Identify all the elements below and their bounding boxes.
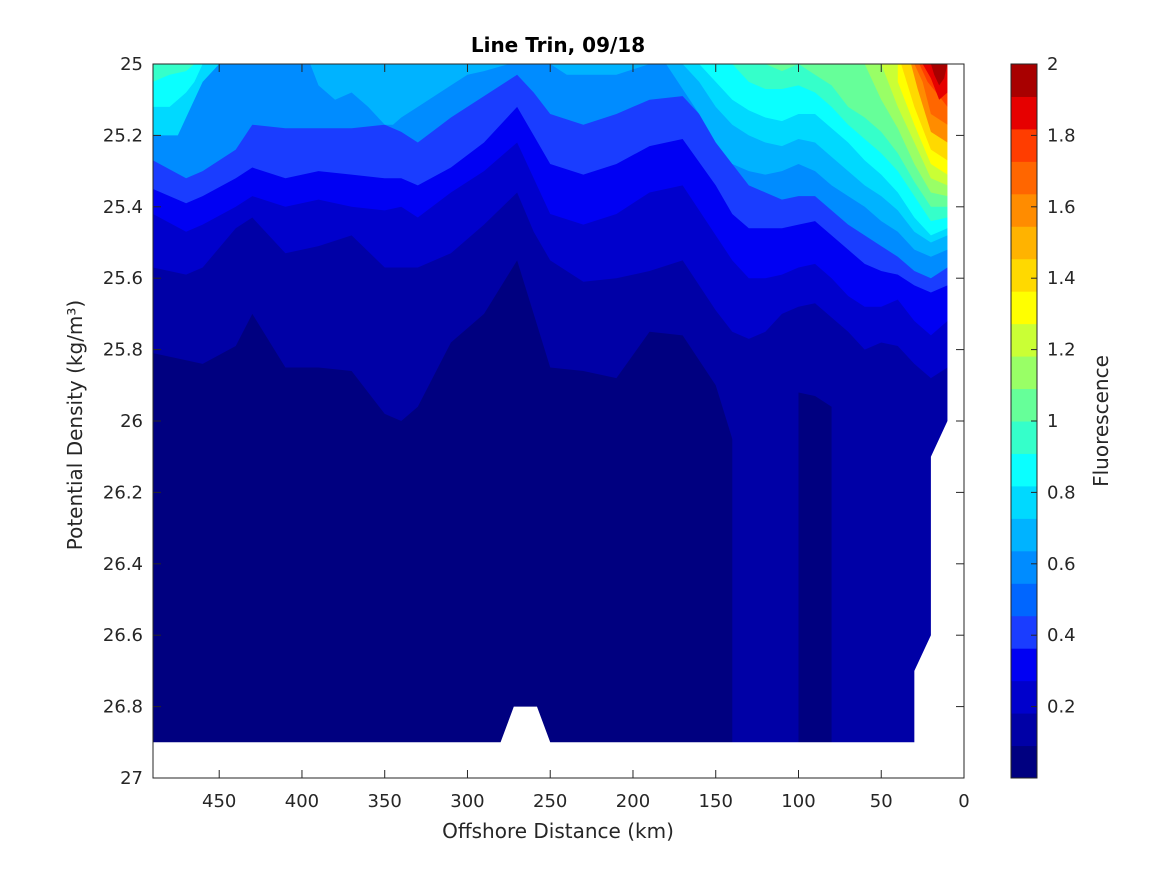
- y-axis-label: Potential Density (kg/m³): [63, 300, 87, 551]
- x-tick-label: 350: [368, 791, 402, 812]
- colorbar-swatch: [1011, 226, 1037, 260]
- colorbar-swatch: [1011, 388, 1037, 422]
- x-tick-label: 150: [699, 791, 733, 812]
- colorbar-swatch: [1011, 615, 1037, 649]
- x-tick-label: 250: [533, 791, 567, 812]
- y-tick-label: 25.8: [103, 340, 143, 361]
- y-tick-label: 26.4: [103, 554, 143, 575]
- colorbar-swatch: [1011, 550, 1037, 584]
- colorbar-swatch: [1011, 96, 1037, 130]
- y-tick-label: 26.8: [103, 697, 143, 718]
- x-tick-label: 450: [202, 791, 236, 812]
- y-tick-label: 25.4: [103, 197, 143, 218]
- x-tick-label: 0: [958, 791, 969, 812]
- colorbar-tick-label: 1: [1047, 411, 1058, 432]
- y-tick-label: 25: [120, 54, 143, 75]
- plot-area: [153, 64, 964, 778]
- colorbar-tick-label: 1.2: [1047, 340, 1076, 361]
- colorbar-tick-label: 1.6: [1047, 197, 1076, 218]
- colorbar-swatch: [1011, 713, 1037, 747]
- colorbar-swatch: [1011, 356, 1037, 390]
- y-tick-label: 26: [120, 411, 143, 432]
- colorbar-tick-label: 1.8: [1047, 125, 1076, 146]
- x-axis: 450 400 350 300 250 200 150 100 50 0: [202, 64, 970, 812]
- contour-band-0-8: [153, 64, 948, 236]
- x-tick-label: 400: [285, 791, 319, 812]
- colorbar-swatch: [1011, 323, 1037, 357]
- y-tick-label: 26.6: [103, 625, 143, 646]
- contour-band-1-9: [930, 64, 948, 86]
- chart-title: Line Trin, 09/18: [471, 33, 645, 57]
- colorbar-swatch: [1011, 193, 1037, 227]
- colorbar-swatch: [1011, 128, 1037, 162]
- colorbar-swatch: [1011, 518, 1037, 552]
- x-tick-label: 200: [616, 791, 650, 812]
- colorbar-swatch: [1011, 453, 1037, 487]
- colorbar-tick-label: 2: [1047, 54, 1058, 75]
- y-tick-label: 25.6: [103, 268, 143, 289]
- colorbar-swatch: [1011, 745, 1037, 779]
- colorbar-swatch: [1011, 161, 1037, 195]
- colorbar-tick-label: 0.4: [1047, 625, 1076, 646]
- x-tick-label: 50: [870, 791, 893, 812]
- colorbar-swatch: [1011, 258, 1037, 292]
- colorbar-swatch: [1011, 680, 1037, 714]
- colorbar-swatch: [1011, 648, 1037, 682]
- y-tick-label: 26.2: [103, 482, 143, 503]
- colorbar-tick-label: 1.4: [1047, 268, 1076, 289]
- colorbar-swatch: [1011, 485, 1037, 519]
- colorbar-swatch: [1011, 291, 1037, 325]
- x-tick-label: 300: [450, 791, 484, 812]
- colorbar-label: Fluorescence: [1089, 355, 1113, 487]
- y-tick-label: 27: [120, 768, 143, 789]
- colorbar: 0.2 0.4 0.6 0.8 1 1.2 1.4 1.6 1.8 2: [1010, 54, 1076, 779]
- colorbar-swatch: [1011, 64, 1037, 97]
- y-tick-label: 25.2: [103, 125, 143, 146]
- x-axis-label: Offshore Distance (km): [442, 819, 674, 843]
- y-axis: 25 25.2 25.4 25.6 25.8 26 26.2 26.4 26.6 26.8 27: [103, 54, 964, 789]
- colorbar-tick-label: 0.2: [1047, 697, 1076, 718]
- colorbar-tick-label: 0.6: [1047, 554, 1076, 575]
- colorbar-swatch: [1011, 421, 1037, 454]
- x-tick-label: 100: [781, 791, 815, 812]
- colorbar-tick-label: 0.8: [1047, 482, 1076, 503]
- colorbar-swatch: [1011, 583, 1037, 617]
